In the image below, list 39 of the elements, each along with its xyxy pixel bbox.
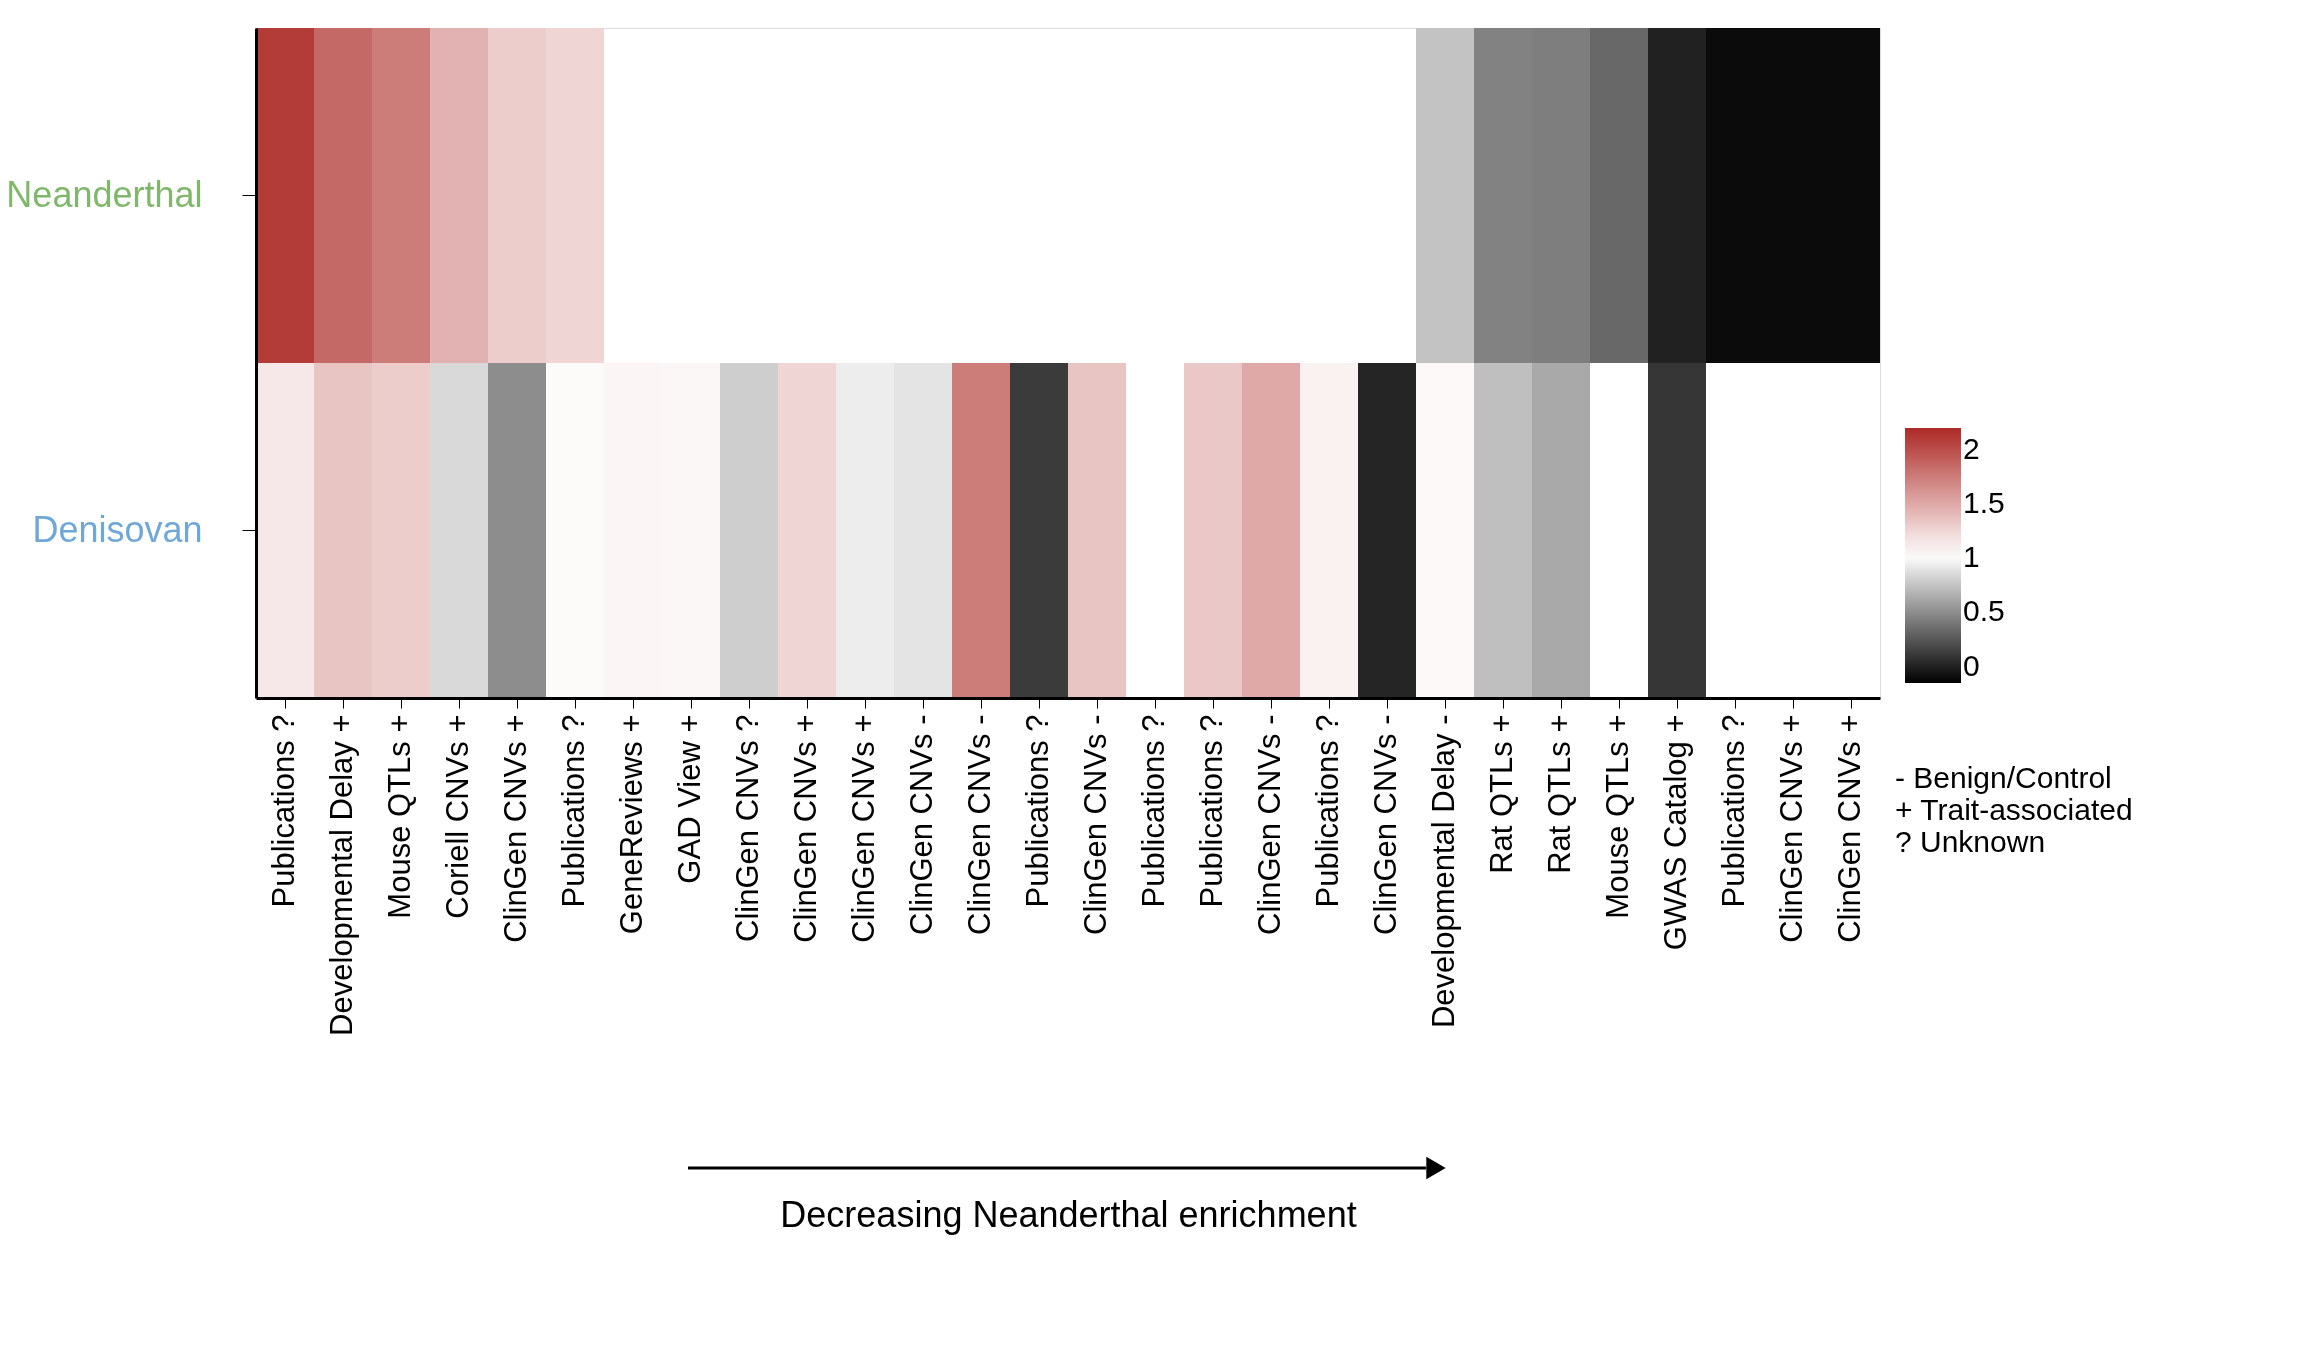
y-tick-label: Neanderthal [6,173,203,215]
x-tick-label: ClinGen CNVs + [1832,714,1867,943]
x-tick-label: ClinGen CNVs + [846,714,881,943]
color-bar-label: 0.5 [1963,594,2005,628]
x-tick-label: GAD View + [672,714,707,884]
x-tick-label: Mouse QTLs + [1600,714,1635,919]
x-tick-label: Publications ? [1310,714,1345,908]
x-tick-label: GWAS Catalog + [1658,714,1693,951]
x-tick-label: ClinGen CNVs + [1774,714,1809,943]
x-tick-label: ClinGen CNVs ? [730,714,765,942]
color-bar-label: 2 [1963,431,1980,465]
x-tick-label: Publications ? [556,714,591,908]
x-tick-label: Publications ? [1194,714,1229,908]
y-tick-label: Denisovan [32,508,203,550]
x-tick-label: Publications ? [1020,714,1055,908]
x-tick-label: Developmental Delay + [324,714,359,1036]
x-tick-label: ClinGen CNVs + [498,714,533,943]
x-tick-label: ClinGen CNVs - [1252,714,1287,935]
color-bar-label: 0 [1963,648,1980,682]
x-tick-label: Rat QTLs + [1484,714,1519,874]
color-bar-label: 1 [1963,540,1980,574]
x-tick-label: Developmental Delay - [1426,714,1461,1029]
x-tick-label: ClinGen CNVs - [904,714,939,935]
text: ? Unknown [1895,825,2046,858]
text: - Benign/Control [1895,761,2112,794]
x-tick-label: ClinGen CNVs + [788,714,823,943]
x-tick-label: ClinGen CNVs - [962,714,997,935]
x-tick-label: ClinGen CNVs - [1368,714,1403,935]
x-tick-label: Publications ? [1716,714,1751,908]
color-bar-label: 1.5 [1963,485,2005,519]
x-tick-label: Mouse QTLs + [382,714,417,919]
x-axis-title: Decreasing Neanderthal enrichment [780,1193,1357,1235]
x-tick-label: Publications ? [1136,714,1171,908]
x-tick-label: Coriell CNVs + [440,714,475,919]
x-tick-label: Rat QTLs + [1542,714,1577,874]
x-tick-label: ClinGen CNVs - [1078,714,1113,935]
text: + Trait-associated [1895,793,2133,826]
x-tick-label: Publications ? [266,714,301,908]
x-tick-label: GeneReviews + [614,714,649,935]
